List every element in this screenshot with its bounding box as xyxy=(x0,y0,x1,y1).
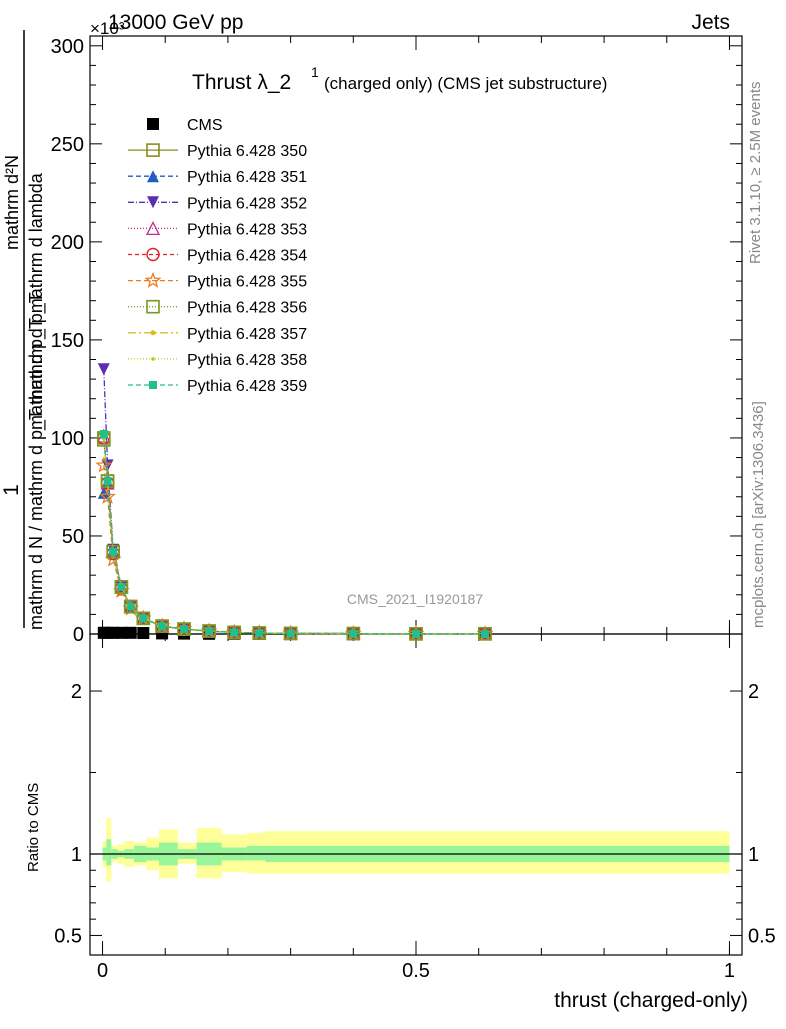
series-pythia-6-428-356-point xyxy=(155,619,169,633)
series-pythia-6-428-359-point xyxy=(109,547,118,556)
main-ytick-label: 250 xyxy=(51,134,84,156)
series-pythia-6-428-352-point xyxy=(97,363,110,376)
series-pythia-6-428-356-point xyxy=(136,611,151,626)
ratio-xtick-label: 0.5 xyxy=(402,960,430,982)
legend-pythia-6-428-354-marker xyxy=(146,247,160,262)
legend-pythia-6-428-350-marker xyxy=(146,143,160,157)
series-pythia-6-428-355-point xyxy=(99,488,116,504)
ratio-ylabel: Ratio to CMS xyxy=(25,783,42,872)
legend-pythia-6-428-358-marker xyxy=(151,357,155,361)
series-pythia-6-428-359-point xyxy=(126,602,135,611)
ylabel-norm: mathrm d N / mathrm d p_T mathrm d p_T xyxy=(26,292,47,630)
legend-pythia-6-428-355-label: Pythia 6.428 355 xyxy=(187,274,307,291)
legend-pythia-6-428-355-marker xyxy=(144,271,162,288)
title-main: Thrust λ_2 xyxy=(192,71,291,94)
series-pythia-6-428-359-point xyxy=(230,628,239,637)
legend-pythia-6-428-351-label: Pythia 6.428 351 xyxy=(187,169,307,186)
series-pythia-6-428-355-point xyxy=(95,456,113,473)
legend-pythia-6-428-357-marker xyxy=(150,330,156,336)
header-exponent: ×10³ xyxy=(90,19,125,38)
legend-pythia-6-428-353-marker xyxy=(145,220,161,236)
legend-pythia-6-428-352-marker xyxy=(147,196,159,209)
main-ylabel: 1 mathrm d N / mathrm d p_T mathrm d p_T… xyxy=(0,30,47,630)
legend-pythia-6-428-353-label: Pythia 6.428 353 xyxy=(187,221,307,238)
main-series xyxy=(95,363,494,641)
series-pythia-6-428-355-line xyxy=(103,465,485,635)
series-pythia-6-428-359-point xyxy=(117,582,126,591)
main-ytick-label: 100 xyxy=(51,428,84,450)
ratio-plot-frame xyxy=(89,633,743,956)
ratio-xtick-label: 0 xyxy=(97,960,108,982)
ylabel-one: 1 xyxy=(0,484,23,496)
series-pythia-6-428-351-point xyxy=(97,486,110,499)
title-sup: 1 xyxy=(311,64,319,80)
ratio-bands xyxy=(90,818,742,882)
series-pythia-6-428-359-point xyxy=(99,430,108,439)
main-ytick-label: 200 xyxy=(51,232,84,254)
ylabel-numerator: mathrm d²N xyxy=(2,155,22,250)
legend-pythia-6-428-356-marker xyxy=(146,299,160,314)
legend-pythia-6-428-352-label: Pythia 6.428 352 xyxy=(187,195,307,212)
analysis-label: CMS_2021_I1920187 xyxy=(347,591,483,607)
series-pythia-6-428-359-point xyxy=(139,614,148,623)
series-pythia-6-428-359-point xyxy=(412,629,420,638)
header-right: Jets xyxy=(691,11,730,34)
ratio-green-band xyxy=(106,839,112,866)
mcplots-label: mcplots.cern.ch [arXiv:1306.3436] xyxy=(750,401,767,628)
series-pythia-6-428-359-point xyxy=(205,627,214,636)
series-pythia-6-428-359-point xyxy=(103,477,112,486)
series-pythia-6-428-359-point xyxy=(480,629,489,638)
legend-pythia-6-428-356-label: Pythia 6.428 356 xyxy=(187,300,307,317)
ratio-ytick-label-right: 1 xyxy=(748,844,759,866)
ratio-ytick-label: 2 xyxy=(71,681,82,703)
series-pythia-6-428-355-point xyxy=(113,582,130,598)
header-left: 13000 GeV pp xyxy=(108,11,243,34)
legend-pythia-6-428-359-marker xyxy=(149,381,157,389)
ratio-ytick-label: 1 xyxy=(71,844,82,866)
series-cms-point xyxy=(124,626,137,639)
legend-pythia-6-428-358-label: Pythia 6.428 358 xyxy=(187,352,307,369)
main-ytick-label: 0 xyxy=(73,624,84,646)
series-pythia-6-428-359-point xyxy=(255,629,264,638)
main-ytick-label: 150 xyxy=(51,330,84,352)
main-ytick-label: 50 xyxy=(62,526,84,548)
series-pythia-6-428-359-point xyxy=(349,629,358,638)
legend-pythia-6-428-354-label: Pythia 6.428 354 xyxy=(187,248,307,265)
xlabel: thrust (charged-only) xyxy=(554,989,748,1012)
legend-cms-label: CMS xyxy=(187,117,223,134)
legend-pythia-6-428-350-label: Pythia 6.428 350 xyxy=(187,143,307,160)
ratio-green-band xyxy=(246,845,266,861)
ratio-ytick-label-right: 2 xyxy=(748,681,759,703)
series-pythia-6-428-356-point xyxy=(123,599,138,614)
series-pythia-6-428-359-point xyxy=(180,625,189,634)
ratio-ytick-label: 0.5 xyxy=(54,925,82,947)
main-ytick-label: 300 xyxy=(51,36,84,58)
axis-ticks: 0 50 100 150 200 250 300 0 0.5 1 0.5 0.5 1 1 2 2 xyxy=(51,36,776,982)
ratio-ytick-label-right: 0.5 xyxy=(748,925,776,947)
main-title: Thrust λ_2 1 (charged only) (CMS jet sub… xyxy=(192,64,607,94)
legend-cms-marker xyxy=(147,118,159,130)
series-cms-point xyxy=(137,627,150,640)
rivet-label: Rivet 3.1.10, ≥ 2.5M events xyxy=(747,82,764,265)
title-rest: (charged only) (CMS jet substructure) xyxy=(324,74,607,93)
series-pythia-6-428-351-line xyxy=(103,482,485,635)
legend-pythia-6-428-351-marker xyxy=(147,170,159,183)
series-pythia-6-428-355-point xyxy=(122,599,140,616)
ylabel-denominator: mathrm d p_T mathrm d lambda xyxy=(26,172,47,430)
series-cms-point xyxy=(115,626,128,639)
series-pythia-6-428-359-point xyxy=(158,622,167,631)
legend-pythia-6-428-359-label: Pythia 6.428 359 xyxy=(187,378,307,395)
series-pythia-6-428-359-point xyxy=(286,629,295,638)
ratio-xtick-label: 1 xyxy=(724,960,735,982)
legend-pythia-6-428-357-label: Pythia 6.428 357 xyxy=(187,326,307,343)
legend: CMS Pythia 6.428 350 Pythia 6.428 351 Pythi… xyxy=(128,117,307,395)
series-pythia-6-428-356-point xyxy=(114,580,129,594)
